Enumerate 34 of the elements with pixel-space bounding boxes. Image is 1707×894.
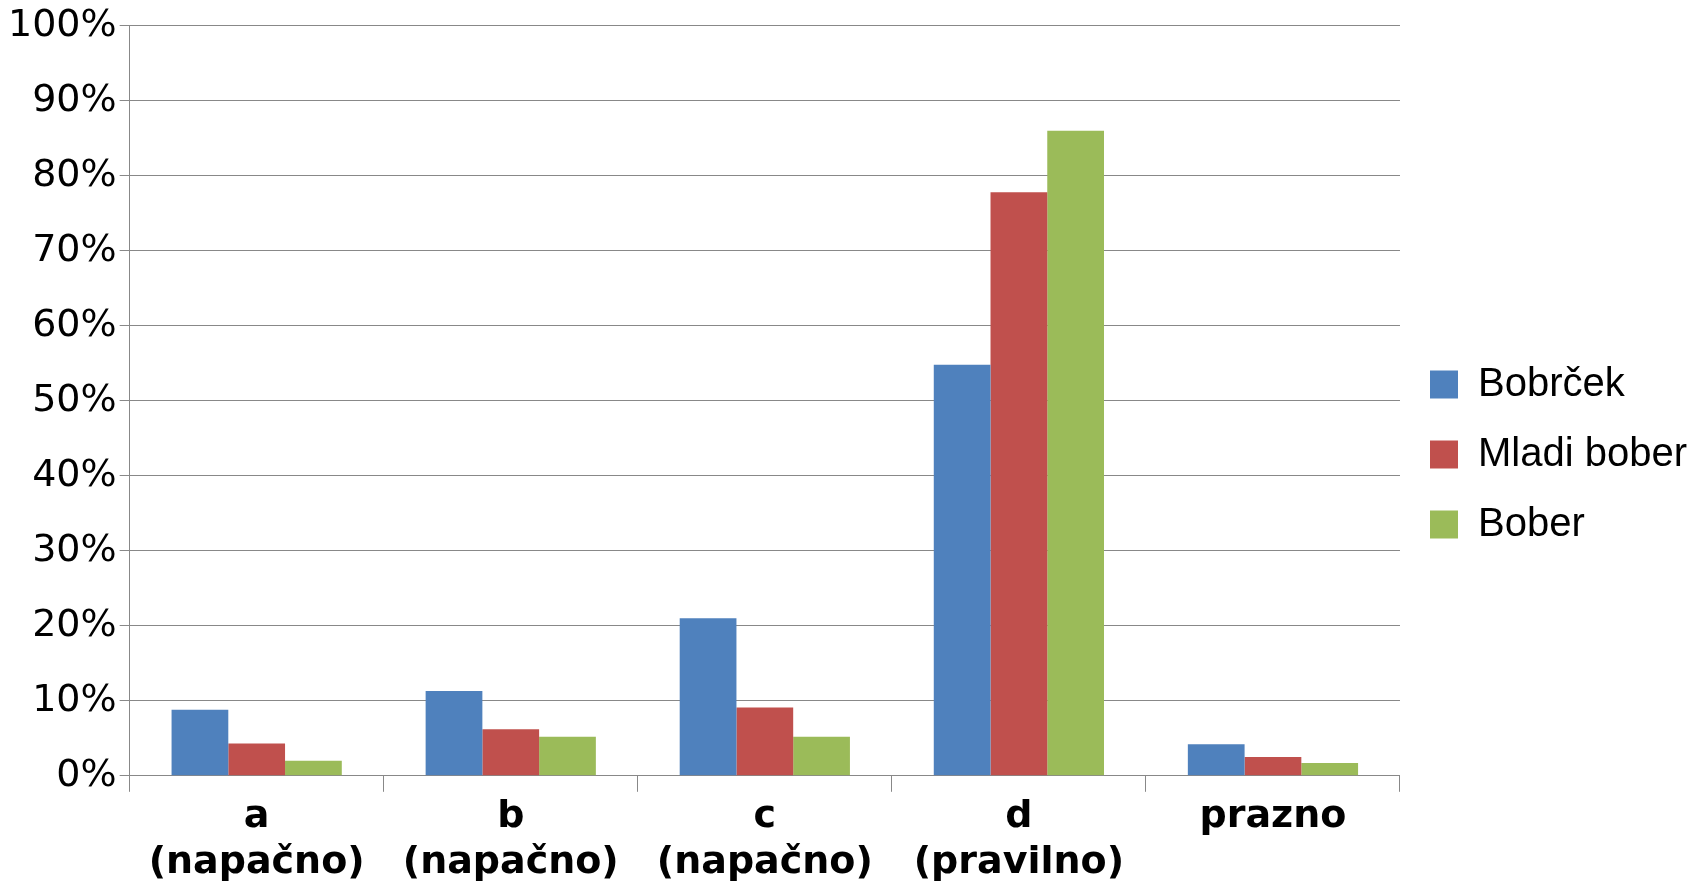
y-tick-label: 50%: [32, 375, 117, 420]
bar: [1301, 763, 1359, 776]
bar: [793, 736, 850, 776]
x-tick-label: b (napačno): [402, 792, 619, 883]
bar: [679, 618, 737, 776]
y-tick-label: 30%: [32, 525, 117, 570]
y-tick-label: 40%: [32, 450, 117, 495]
bar: [285, 760, 342, 776]
bar: [736, 707, 794, 776]
bar: [1047, 130, 1104, 776]
x-tick-label: d (pravilno): [913, 792, 1125, 883]
x-tick-label: c (napačno): [656, 792, 873, 883]
legend-label: Bober: [1478, 499, 1585, 544]
bar: [482, 729, 540, 776]
bar: [990, 192, 1048, 776]
x-tick-label: prazno: [1199, 792, 1347, 837]
legend-label: Bobrček: [1478, 359, 1626, 404]
y-tick-label: 80%: [32, 150, 117, 195]
y-tick-label: 90%: [32, 75, 117, 120]
y-tick-label: 60%: [32, 300, 117, 345]
bar: [933, 364, 991, 776]
y-tick-label: 70%: [32, 225, 117, 270]
bar: [1187, 744, 1245, 776]
bar: [425, 691, 483, 776]
y-tick-label: 10%: [32, 675, 117, 720]
bar: [228, 743, 286, 776]
bar: [171, 709, 229, 776]
legend-label: Mladi bober: [1478, 429, 1688, 474]
y-tick-label: 0%: [56, 750, 117, 795]
y-tick-label: 20%: [32, 600, 117, 645]
bar: [539, 736, 596, 776]
bar: [1244, 757, 1302, 776]
x-tick-label: a (napačno): [148, 792, 365, 883]
y-tick-label: 100%: [8, 0, 117, 45]
